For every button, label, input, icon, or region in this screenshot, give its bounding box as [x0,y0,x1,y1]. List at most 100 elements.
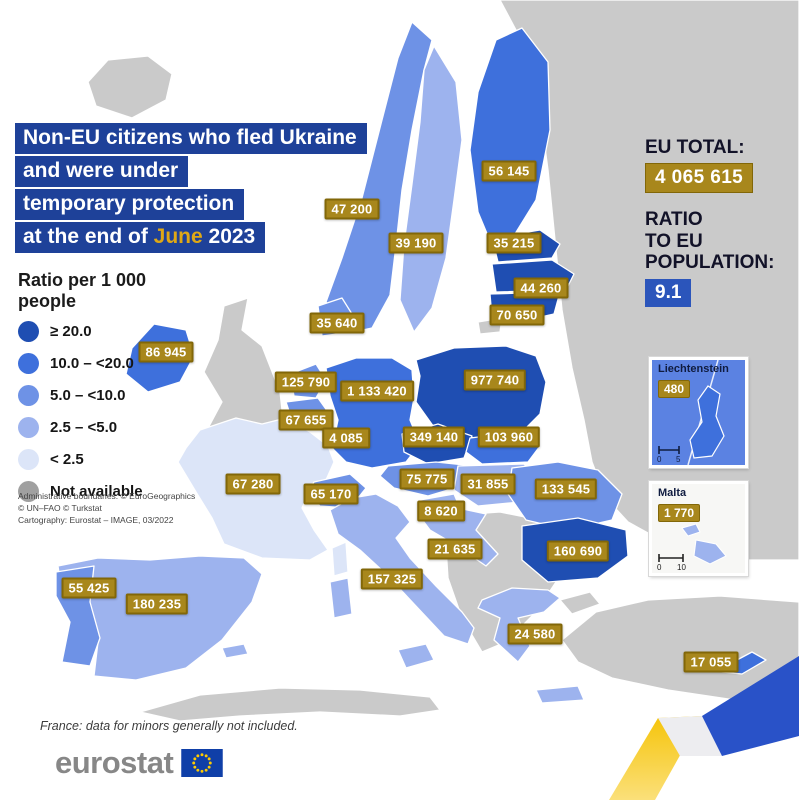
legend-label: Not available [50,483,143,501]
ratio-value: 9.1 [645,279,692,308]
inset-liechtenstein-title: Liechtenstein [658,363,729,375]
inset-liechtenstein-value: 480 [658,380,691,398]
value-label-cyprus: 17 055 [683,651,739,673]
legend: Ratio per 1 000 people ≥ 20.0 10.0 – <20.… [18,270,168,513]
legend-item-2: 5.0 – <10.0 [18,385,168,407]
scale-end-label: 10 [677,563,686,571]
title-block: Non-EU citizens who fled Ukraine and wer… [15,123,367,254]
legend-label: 5.0 – <10.0 [50,387,126,405]
value-label-belgium: 67 655 [278,409,334,431]
map-country-gozo [681,523,701,537]
legend-label: < 2.5 [50,451,84,469]
legend-items: ≥ 20.0 10.0 – <20.0 5.0 – <10.0 2.5 – <5.0 <… [18,321,168,503]
inset-malta-scalebar: 0 10 [657,554,686,571]
map-country-sardinia [329,577,353,619]
inset-malta: Malta 1 770 0 10 [649,481,748,576]
legend-swatch [18,385,39,407]
legend-swatch [18,417,39,439]
value-label-norway: 47 200 [324,198,380,220]
inset-liechtenstein-map [687,360,725,465]
eurostat-logo: eurostat [55,745,224,781]
footnote: France: data for minors generally not in… [40,719,298,733]
value-label-czechia: 349 140 [402,426,466,448]
value-label-sweden: 39 190 [388,232,444,254]
map-country-poland [415,345,547,439]
legend-swatch [18,353,39,375]
eurostat-logo-text: eurostat [55,745,174,780]
ratio-label-line-1: RATIO [645,209,703,231]
value-label-latvia: 44 260 [513,277,569,299]
value-label-france: 67 280 [225,473,281,495]
value-label-spain: 180 235 [125,593,189,615]
value-label-greece: 24 580 [507,623,563,645]
ribbon-blue [702,656,799,756]
map-country-balearics [221,643,249,659]
value-label-slovenia: 8 620 [417,500,465,522]
attribution: Administrative boundaries: © EuroGeograp… [18,491,195,527]
title-line-4: at the end of June 2023 [15,222,266,254]
value-label-denmark: 35 640 [309,312,365,334]
value-label-italy: 157 325 [360,568,424,590]
value-label-luxembourg: 4 085 [322,427,370,449]
ratio-label: RATIO TO EU POPULATION: [645,209,797,273]
legend-heading: Ratio per 1 000 people [18,270,147,311]
ribbon-decoration [609,656,799,800]
legend-swatch [18,449,39,471]
value-label-hungary: 31 855 [460,473,516,495]
value-label-romania: 133 545 [534,478,598,500]
attribution-line-3: Cartography: Eurostat – IMAGE, 03/2022 [18,514,174,525]
legend-swatch [18,481,39,503]
eu-flag-icon [181,749,224,777]
value-label-estonia: 35 215 [486,232,542,254]
legend-item-1: 10.0 – <20.0 [18,353,168,375]
title-line-4-suffix: 2023 [202,225,256,249]
map-country-crete [535,685,585,704]
value-label-ireland: 86 945 [138,341,194,363]
value-label-lithuania: 70 650 [489,304,545,326]
scale-start-label: 0 [657,563,662,571]
title-line-2: and were under [15,156,189,188]
inset-liechtenstein: Liechtenstein 480 0 5 [649,357,748,468]
inset-malta-value: 1 770 [658,504,701,522]
map-country-norway [325,21,433,335]
eu-total-label: EU TOTAL: [645,137,745,158]
ratio-label-line-2: TO EU [645,230,703,252]
title-line-1: Non-EU citizens who fled Ukraine [15,123,367,155]
legend-label: ≥ 20.0 [50,323,92,341]
title-line-3: temporary protection [15,189,245,221]
map-country-sweden [399,45,463,333]
attribution-line-2: © UN–FAO © Turkstat [18,502,102,513]
map-country-finland [469,27,551,243]
map-region-north-africa [139,687,441,722]
map-country-liechtenstein [689,385,725,459]
legend-label: 2.5 – <5.0 [50,419,118,437]
map-region-turkey-thrace [559,591,601,615]
map-country-sicily [397,643,435,669]
title-line-4-highlight: June [153,225,203,249]
value-label-switzerland: 65 170 [303,483,359,505]
value-label-bulgaria: 160 690 [546,540,610,562]
value-label-slovakia: 103 960 [477,426,541,448]
value-label-portugal: 55 425 [61,577,117,599]
ratio-label-line-3: POPULATION: [645,251,775,273]
eu-total-panel: EU TOTAL: 4 065 615 RATIO TO EU POPULATI… [645,137,797,308]
value-label-germany: 1 133 420 [340,380,414,402]
value-label-netherlands: 125 790 [274,371,338,393]
value-label-austria: 75 775 [399,468,455,490]
legend-item-4: < 2.5 [18,449,168,471]
map-region-iceland [87,55,173,119]
legend-label: 10.0 – <20.0 [50,355,134,373]
scale-end-label: 5 [676,455,681,463]
legend-item-0: ≥ 20.0 [18,321,168,343]
inset-malta-title: Malta [658,487,687,499]
value-label-poland: 977 740 [463,369,527,391]
value-label-finland: 56 145 [481,160,537,182]
map-country-corsica [331,541,349,577]
inset-malta-map [681,523,727,565]
ribbon-fold [658,716,722,756]
scale-start-label: 0 [657,455,662,463]
legend-swatch [18,321,39,343]
legend-item-5: Not available [18,481,168,503]
